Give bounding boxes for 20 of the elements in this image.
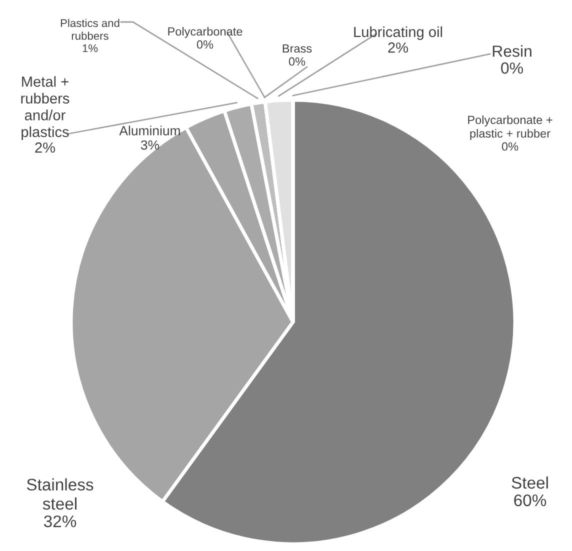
slice-label: Lubricating oil (354, 26, 442, 40)
data-label: 1% (82, 44, 98, 52)
data-label: 2% (35, 142, 56, 153)
category-label: Resin (492, 45, 532, 57)
data-label: 60% (514, 494, 546, 506)
text: 0% (288, 57, 306, 66)
slice-label: Steel (512, 476, 548, 489)
slice-label: Aluminium (119, 126, 180, 136)
text: 0% (502, 142, 518, 151)
slice-label: Plastics and rubbers (60, 18, 120, 40)
data-label: 3% (140, 140, 160, 150)
category-label: Polycarbonate + plastic + rubber (468, 115, 552, 140)
slice-label: Metal + rubbers and/or plastics (21, 76, 70, 140)
category-label: Polycarbonate (168, 26, 242, 38)
text: 0% (501, 62, 523, 74)
data-label: 32% (44, 515, 76, 528)
category-label: Brass (282, 44, 312, 53)
data-label: 2% (388, 42, 408, 53)
text: 0% (196, 40, 214, 49)
slice-label: Stainless steel (26, 478, 94, 510)
